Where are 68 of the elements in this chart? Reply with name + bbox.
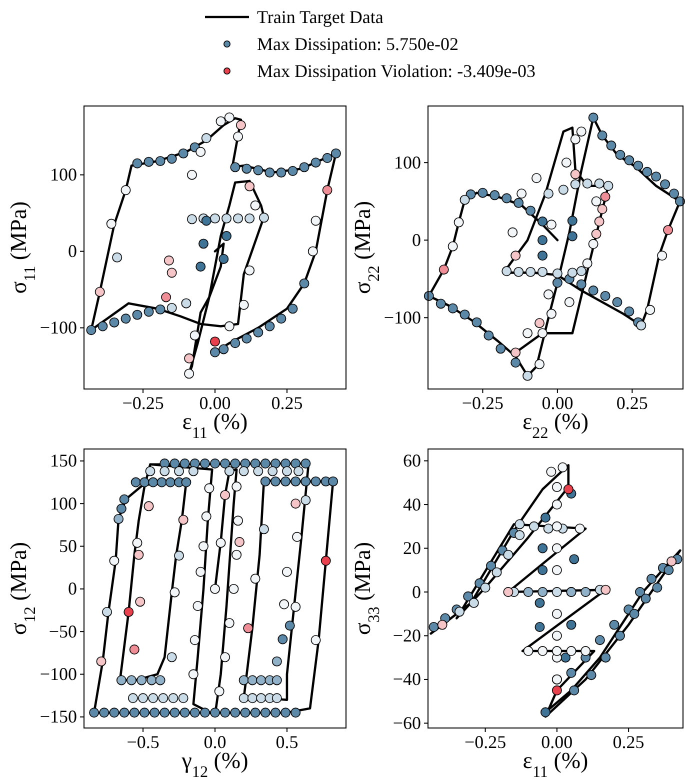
point (166, 268, 177, 278)
point (134, 550, 144, 560)
point (210, 336, 220, 347)
y-tick-label: −100 (40, 664, 77, 684)
y-tick-label: −150 (40, 706, 77, 727)
point (666, 556, 677, 566)
point (570, 169, 580, 180)
y-tick-label: −100 (384, 307, 421, 328)
legend-label: Train Target Data (257, 7, 384, 27)
point (552, 685, 562, 696)
point (320, 556, 331, 566)
y-tick-label: 0 (68, 241, 77, 262)
y-tick-label: −40 (392, 669, 421, 690)
x-tick-label: 0.5 (276, 732, 298, 752)
x-tick-label: 0.25 (616, 392, 648, 413)
legend-label: Max Dissipation Violation: -3.409e-03 (257, 61, 536, 81)
point (663, 225, 674, 236)
point (243, 623, 254, 634)
point (322, 185, 332, 196)
y-tick-label: −50 (48, 621, 77, 642)
point (503, 587, 514, 597)
point (244, 181, 255, 192)
y-tick-label: −20 (392, 625, 421, 646)
point (124, 606, 134, 617)
point (563, 484, 574, 494)
point (534, 318, 544, 328)
point (600, 584, 611, 595)
point (290, 498, 301, 509)
y-tick-label: −60 (392, 712, 421, 733)
y-tick-label: 0 (412, 582, 421, 602)
point (94, 286, 105, 297)
point (129, 644, 140, 654)
y-tick-label: 0 (68, 578, 77, 599)
point (510, 348, 521, 358)
point (236, 120, 246, 130)
x-tick-label: −0.25 (464, 732, 506, 752)
point (135, 596, 146, 607)
point (220, 490, 230, 500)
y-tick-label: 150 (50, 450, 77, 471)
y-tick-label: 100 (394, 152, 421, 172)
y-tick-label: 0 (412, 230, 421, 250)
point (178, 514, 188, 525)
y-tick-label: 60 (403, 450, 421, 471)
legend-label: Max Dissipation: 5.750e-02 (257, 34, 458, 54)
point (437, 620, 448, 630)
y-tick-label: 100 (50, 493, 77, 514)
point (164, 256, 174, 266)
point (510, 250, 521, 261)
y-tick-label: 20 (403, 538, 421, 558)
point (144, 501, 154, 512)
y-tick-label: 100 (50, 164, 77, 185)
point (161, 292, 172, 302)
x-tick-label: 0.25 (612, 732, 644, 752)
point (234, 537, 244, 547)
x-tick-label: −0.25 (462, 392, 504, 413)
point (438, 264, 449, 275)
y-tick-label: 40 (403, 494, 421, 514)
point (600, 192, 610, 202)
x-tick-label: −0.25 (122, 392, 164, 413)
x-tick-label: −0.5 (126, 732, 160, 752)
y-tick-label: 50 (59, 536, 77, 556)
point (594, 216, 604, 226)
point (591, 228, 602, 239)
point (184, 353, 194, 364)
x-tick-label: 0.25 (271, 392, 303, 413)
point (96, 656, 106, 666)
y-tick-label: −100 (40, 318, 77, 338)
point (597, 204, 608, 214)
